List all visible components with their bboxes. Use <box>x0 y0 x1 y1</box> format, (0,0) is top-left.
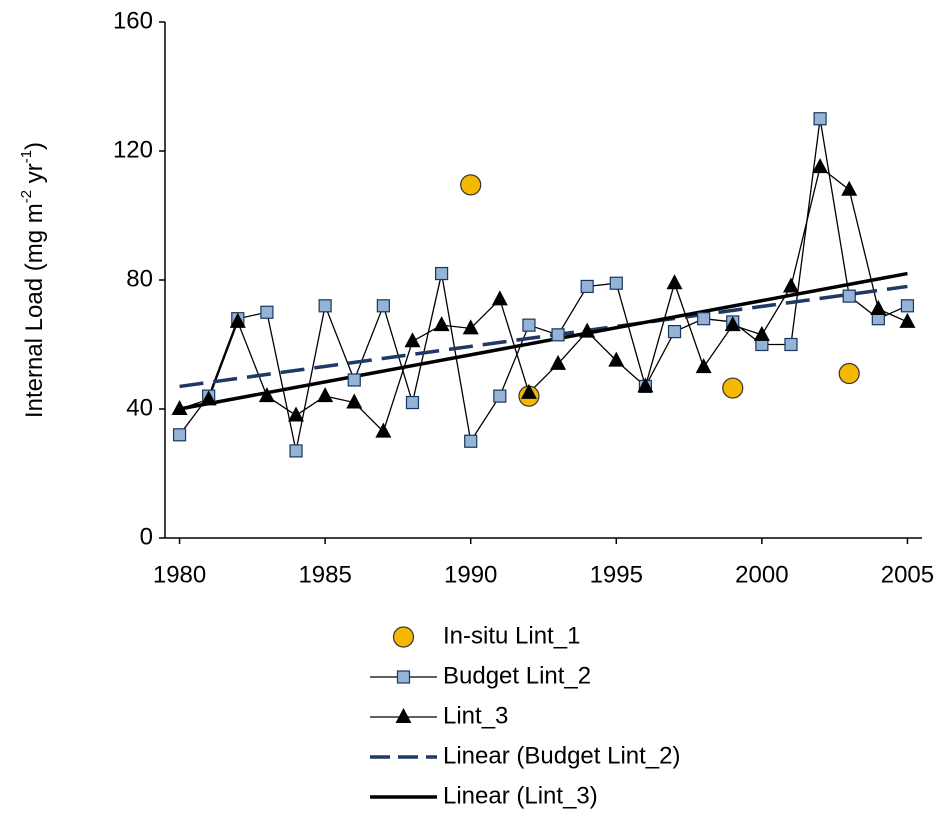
series-line <box>179 284 908 389</box>
point <box>838 362 860 385</box>
legend-label: Budget Lint_2 <box>443 662 591 689</box>
legend-label: In-situ Lint_1 <box>443 622 580 649</box>
point <box>404 332 421 348</box>
point <box>289 444 303 458</box>
point <box>288 406 305 422</box>
x-tick-label: 1990 <box>444 561 497 588</box>
x-tick-label: 2000 <box>735 561 788 588</box>
legend-marker <box>395 708 412 723</box>
point <box>667 325 682 339</box>
y-tick-label: 80 <box>126 265 153 292</box>
point <box>491 290 508 306</box>
point <box>551 328 565 342</box>
point <box>464 434 478 448</box>
point <box>812 158 829 174</box>
legend-marker <box>392 626 415 648</box>
point <box>870 300 887 316</box>
point <box>842 289 856 303</box>
point <box>318 299 332 313</box>
x-tick-label: 1995 <box>590 561 643 588</box>
legend-marker <box>396 670 411 684</box>
x-tick-label: 2005 <box>881 561 934 588</box>
point <box>346 393 363 409</box>
y-axis-label: Internal Load (mg m-2 yr-1) <box>18 142 48 418</box>
point <box>493 389 507 403</box>
point <box>347 373 361 387</box>
point <box>637 377 654 393</box>
point <box>753 325 770 341</box>
point <box>608 351 625 367</box>
y-label-sup: -2 <box>18 190 35 203</box>
point <box>260 305 274 319</box>
point <box>520 383 537 399</box>
point <box>724 316 741 332</box>
point <box>900 299 915 313</box>
point <box>171 400 188 415</box>
point <box>522 318 536 332</box>
point <box>200 390 217 406</box>
series-line <box>179 118 908 452</box>
y-label-part: ) <box>21 142 48 150</box>
point <box>258 387 275 403</box>
point <box>609 276 623 290</box>
point <box>405 395 420 410</box>
point <box>434 266 449 281</box>
point <box>899 312 916 328</box>
point <box>376 299 390 313</box>
series-line <box>179 271 908 411</box>
point <box>782 277 799 293</box>
legend-label: Linear (Budget Lint_2) <box>443 742 681 769</box>
point <box>229 312 246 328</box>
point <box>433 316 450 332</box>
x-tick-label: 1980 <box>153 561 206 588</box>
y-tick-label: 160 <box>113 7 153 34</box>
point <box>317 387 334 403</box>
point <box>462 319 479 335</box>
point <box>375 422 392 438</box>
point <box>172 428 187 442</box>
point <box>460 174 482 196</box>
point <box>697 312 711 326</box>
y-label-sup: -1 <box>18 150 35 163</box>
y-label-part: Internal Load (mg m <box>21 203 48 418</box>
x-tick-label: 1985 <box>298 561 351 588</box>
point <box>579 322 596 338</box>
point <box>695 358 712 374</box>
point <box>580 279 594 294</box>
point <box>722 377 744 399</box>
y-tick-label: 120 <box>113 136 153 163</box>
series-line <box>179 165 908 433</box>
point <box>813 112 827 126</box>
point <box>550 354 567 370</box>
point <box>784 337 798 352</box>
y-label-part: yr <box>21 163 48 190</box>
legend-label: Lint_3 <box>443 702 508 729</box>
point <box>666 274 683 290</box>
point <box>841 180 858 196</box>
legend-label: Linear (Lint_3) <box>443 782 598 809</box>
y-tick-label: 40 <box>126 394 153 421</box>
y-tick-label: 0 <box>140 523 153 550</box>
